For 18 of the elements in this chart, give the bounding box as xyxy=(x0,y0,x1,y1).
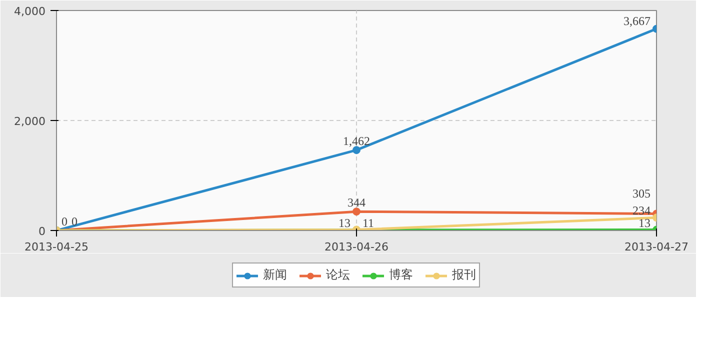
legend-label: 报刊 xyxy=(452,266,476,284)
legend-label: 博客 xyxy=(389,266,413,284)
data-label: 344 xyxy=(348,196,366,210)
data-label: 1,462 xyxy=(343,134,370,148)
legend-label: 论坛 xyxy=(326,266,350,284)
data-label: 3,667 xyxy=(624,14,650,28)
data-label: 13 xyxy=(338,216,350,230)
x-tick-label: 2013-04-26 xyxy=(324,240,388,254)
data-label: 0 xyxy=(62,214,68,228)
y-tick-label: 2,000 xyxy=(14,115,46,128)
data-label: 11 xyxy=(362,216,374,230)
legend-label: 新闻 xyxy=(263,266,287,284)
data-label: 13 xyxy=(638,216,650,230)
data-label: 305 xyxy=(632,186,650,201)
x-tick-label: 2013-04-25 xyxy=(24,240,88,254)
x-tick-label: 2013-04-27 xyxy=(624,240,688,254)
y-tick-label: 0 xyxy=(38,225,46,238)
y-tick-label: 4,000 xyxy=(14,5,46,18)
